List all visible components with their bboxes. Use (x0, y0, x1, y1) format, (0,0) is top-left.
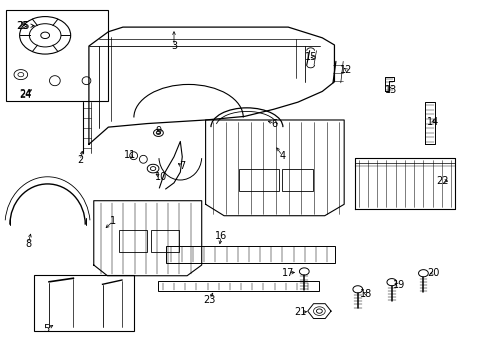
Bar (165, 246, 334, 263)
Bar (6, 10, 108, 102)
Text: 12: 12 (340, 65, 352, 75)
Text: 11: 11 (123, 150, 136, 160)
Text: 21: 21 (294, 307, 306, 317)
Text: 1: 1 (110, 216, 116, 226)
Text: 15: 15 (305, 53, 317, 63)
Bar (158, 282, 319, 292)
Text: 19: 19 (392, 280, 405, 291)
Bar (119, 230, 147, 252)
Bar (282, 169, 312, 192)
Text: 14: 14 (426, 117, 438, 127)
Text: 20: 20 (426, 268, 438, 278)
Text: 2: 2 (77, 156, 83, 165)
Text: 9: 9 (155, 126, 161, 136)
Text: 10: 10 (154, 172, 167, 182)
Text: 8: 8 (25, 239, 31, 249)
Text: 24: 24 (20, 90, 32, 100)
Text: 17: 17 (282, 268, 294, 278)
Text: 5: 5 (43, 324, 49, 334)
Text: 4: 4 (279, 151, 285, 161)
Text: 22: 22 (436, 176, 448, 186)
Bar (151, 230, 179, 252)
Text: 18: 18 (359, 289, 371, 298)
Text: 7: 7 (179, 161, 185, 171)
Text: 3: 3 (171, 41, 177, 51)
Text: 6: 6 (271, 118, 277, 129)
Text: 25: 25 (16, 21, 28, 31)
Text: 25: 25 (17, 21, 29, 31)
Text: 13: 13 (385, 85, 397, 95)
Text: 16: 16 (215, 231, 227, 242)
Text: 24: 24 (20, 89, 32, 99)
Bar (34, 275, 134, 331)
Bar (238, 169, 278, 192)
Text: 23: 23 (203, 295, 215, 305)
